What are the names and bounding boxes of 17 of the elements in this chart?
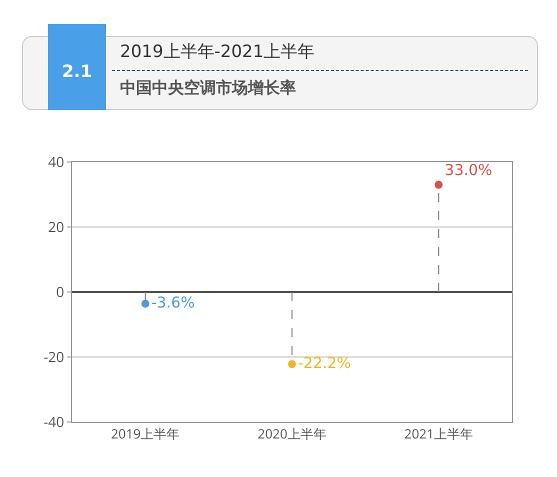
x-tick-label: 2021上半年	[404, 424, 474, 443]
x-tick-label: 2020上半年	[258, 424, 326, 443]
data-label: 33.0%	[444, 161, 492, 179]
text: 2.1	[48, 24, 106, 110]
y-tick-label: 20	[48, 218, 64, 237]
point	[141, 300, 150, 308]
y-tick-label: -40	[44, 412, 64, 432]
y-tick-label: 40	[48, 152, 64, 172]
chart-title: 2019上半年-2021上半年	[120, 41, 315, 63]
chart-subtitle: 中国中央空调市场增长率	[120, 78, 296, 99]
data-label: -22.2%	[298, 354, 352, 372]
y-tick-label: 0	[56, 282, 64, 302]
y-tick-label: -20	[44, 348, 64, 367]
x-tick-label: 2019上半年	[110, 424, 180, 443]
point	[288, 360, 296, 368]
data-label: -3.6%	[151, 293, 195, 312]
point	[434, 180, 443, 189]
